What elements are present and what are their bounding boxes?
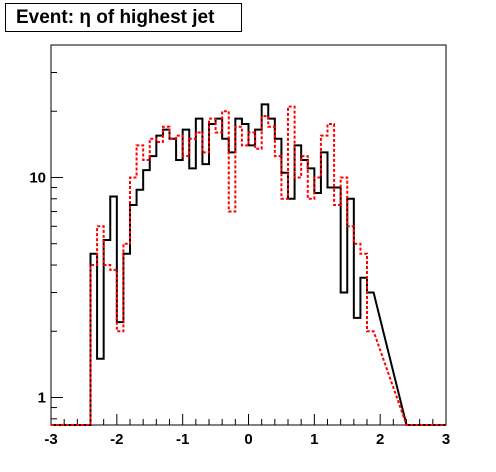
- data-series: [51, 103, 446, 426]
- x-tick-label: 1: [310, 431, 318, 448]
- x-tick-label: 3: [442, 431, 450, 448]
- axis-ticks: -3 -2 -1 0 1 2 3 1 10: [29, 44, 450, 448]
- y-tick-label: 1: [38, 390, 46, 407]
- y-tick-label: 10: [29, 169, 46, 186]
- x-tick-label: -1: [176, 431, 189, 448]
- chart-title: Event: η of highest jet: [5, 3, 242, 32]
- x-tick-label: 0: [244, 431, 252, 448]
- x-tick-label: -3: [44, 431, 57, 448]
- x-tick-label: -2: [110, 431, 123, 448]
- series-2-outline: [51, 105, 446, 426]
- x-tick-label: 2: [376, 431, 384, 448]
